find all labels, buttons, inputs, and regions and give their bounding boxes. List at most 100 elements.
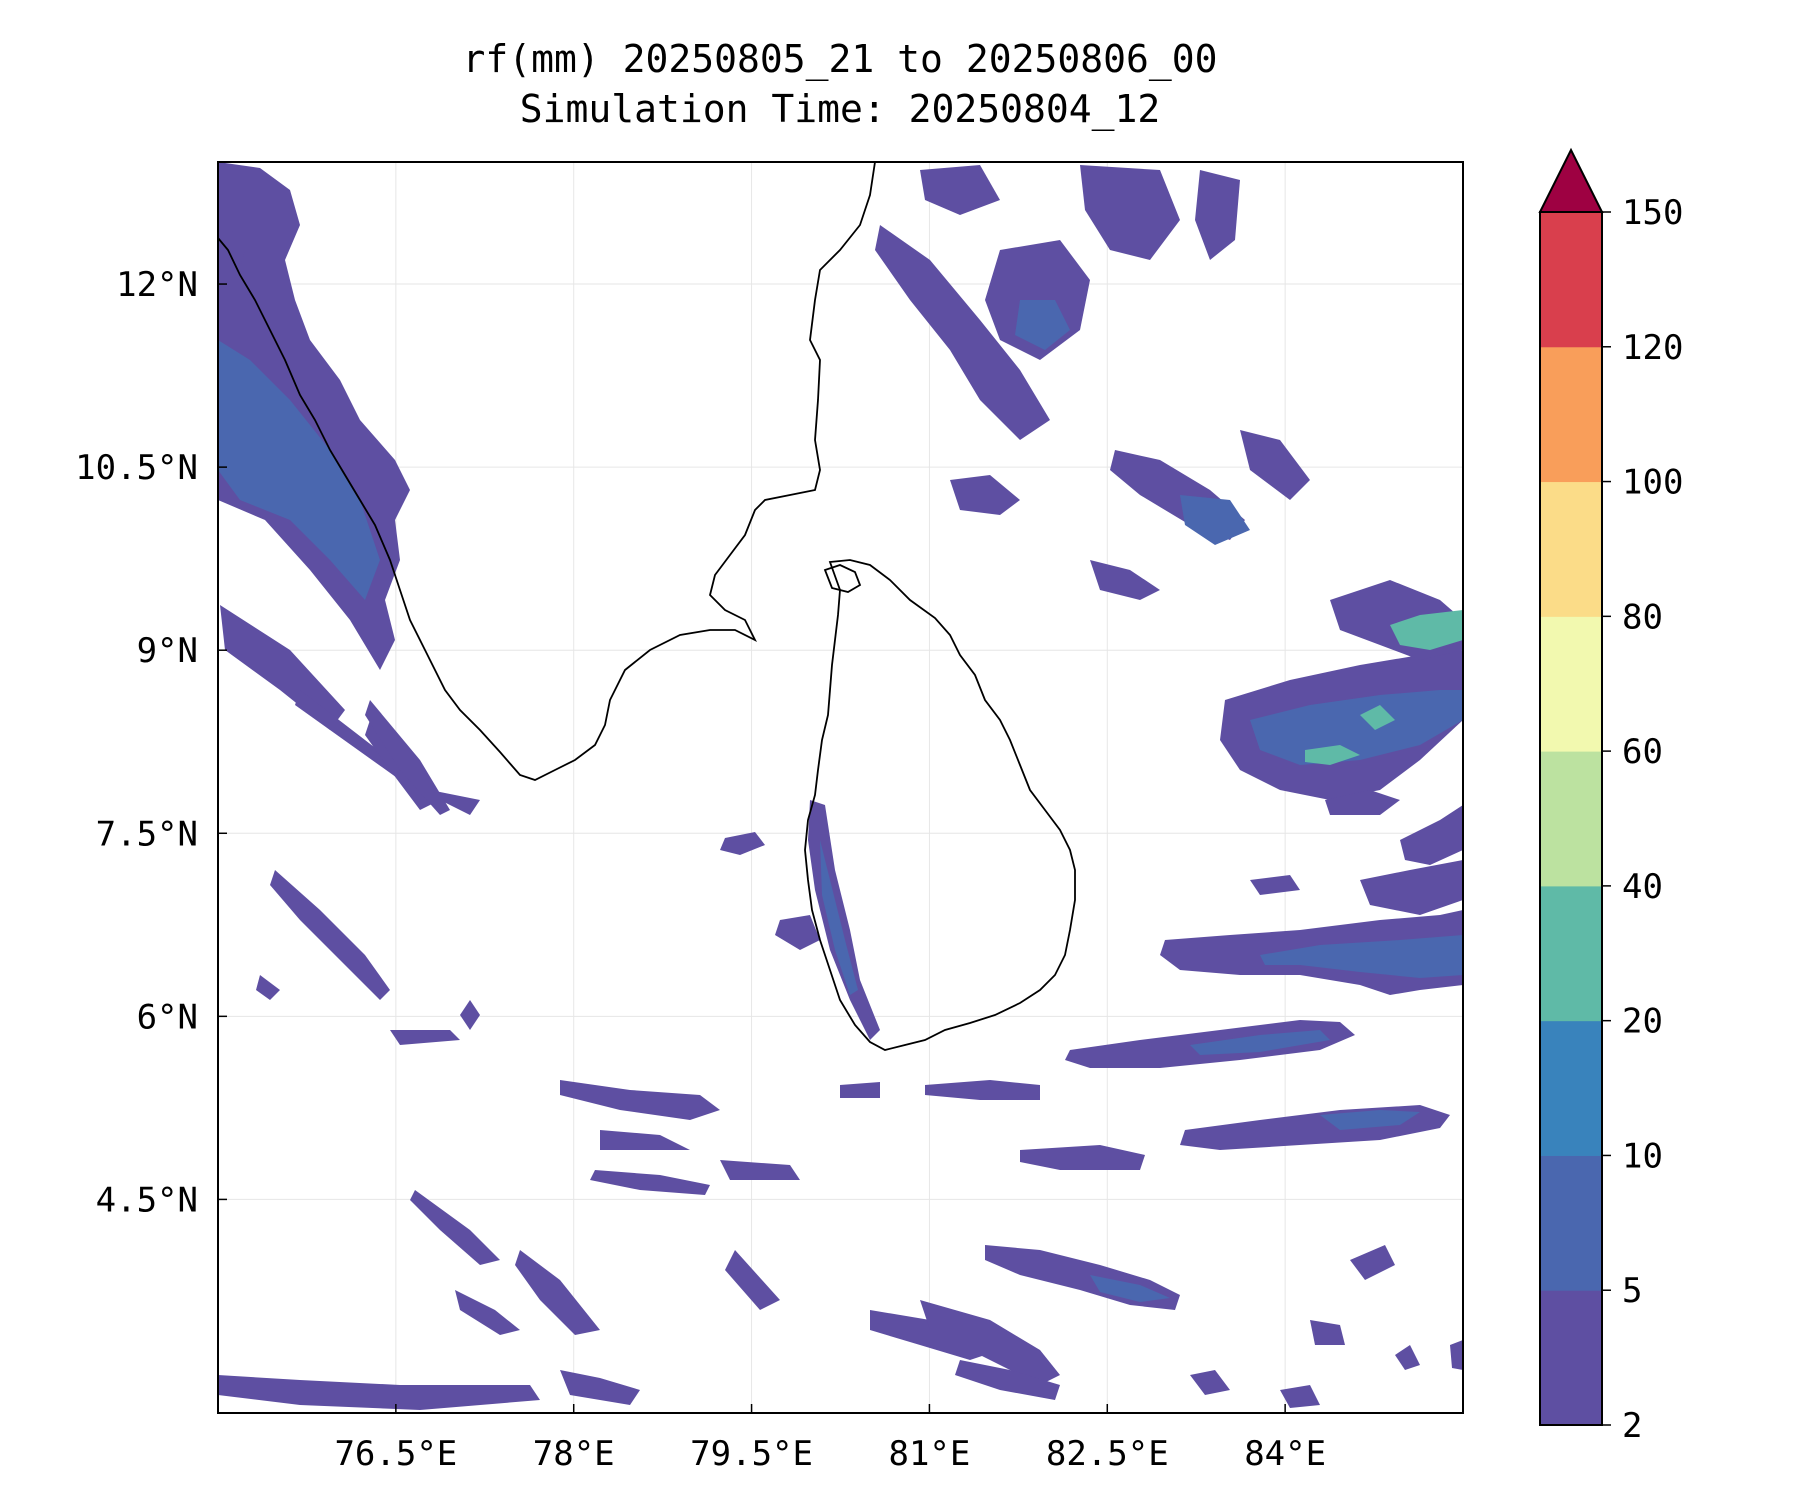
lon-tick-label: 82.5°E xyxy=(1046,1434,1169,1474)
rain-patch xyxy=(1190,1370,1230,1395)
rain-patch xyxy=(775,915,820,950)
colorbar-extend-arrow xyxy=(1538,147,1604,213)
lon-tick-label: 81°E xyxy=(888,1434,970,1474)
rain-patch xyxy=(1350,1245,1395,1280)
rain-patch xyxy=(515,1250,600,1335)
lat-tick-label: 9°N xyxy=(137,631,198,671)
lat-tick-label: 4.5°N xyxy=(96,1180,198,1220)
rain-patch xyxy=(560,1370,640,1405)
coastline xyxy=(217,161,1076,1051)
rain-patch xyxy=(1325,790,1400,815)
colorbar-segment xyxy=(1540,1290,1602,1426)
rain-patch xyxy=(720,1160,800,1180)
rain-patch xyxy=(1015,300,1070,350)
lon-tick-label: 79.5°E xyxy=(690,1434,813,1474)
rain-patch xyxy=(725,1250,780,1310)
lat-tick-label: 10.5°N xyxy=(75,448,198,488)
india-coastline xyxy=(217,161,876,781)
lat-tick-label: 12°N xyxy=(116,265,198,305)
map-frame xyxy=(217,161,1464,1414)
rain-patch xyxy=(270,870,390,1000)
rain-patch xyxy=(1450,1340,1463,1370)
rain-patch xyxy=(1305,745,1360,765)
rain-patch xyxy=(455,1290,520,1335)
lon-tick-label: 76.5°E xyxy=(334,1434,457,1474)
rain-patch xyxy=(1190,1030,1330,1055)
colorbar-tick-label: 120 xyxy=(1622,328,1683,368)
rain-patch xyxy=(1360,860,1463,915)
rain-patch xyxy=(590,1170,710,1195)
rain-patch xyxy=(1395,1345,1420,1370)
rain-patch xyxy=(1280,1385,1320,1408)
rain-patch xyxy=(1195,170,1240,260)
rain-patch xyxy=(1080,165,1180,260)
rain-patch xyxy=(218,1375,540,1410)
rain-patch xyxy=(460,1000,480,1030)
colorbar-segment xyxy=(1540,346,1602,483)
rain-patch xyxy=(218,210,245,275)
rain-patch xyxy=(920,1300,1060,1385)
rain-patch xyxy=(1310,1320,1345,1345)
colorbar: 2 5 10 20 40 60 80 100 120 150 xyxy=(1538,147,1683,1446)
colorbar-tick-label: 40 xyxy=(1622,867,1663,907)
rain-patch xyxy=(808,800,880,1040)
jaffna-peninsula xyxy=(823,564,862,593)
colorbar-segment xyxy=(1540,751,1602,887)
rain-patch xyxy=(950,475,1020,515)
rain-patch xyxy=(390,1030,460,1045)
rain-patch xyxy=(1090,560,1160,600)
colorbar-tick-label: 20 xyxy=(1622,1002,1663,1042)
rain-patch xyxy=(955,1360,1060,1400)
rain-patch xyxy=(720,832,765,855)
rain-patch xyxy=(220,605,345,730)
colorbar-segment xyxy=(1540,481,1602,617)
rain-patch xyxy=(920,165,1000,215)
sri-lanka-coastline xyxy=(804,559,1076,1051)
map-title: rf(mm) 20250805_21 to 20250806_00 xyxy=(463,37,1218,82)
colorbar-tick-label: 80 xyxy=(1622,597,1663,637)
colorbar-tick-label: 10 xyxy=(1622,1136,1663,1176)
rain-patch xyxy=(1020,1145,1145,1170)
colorbar-tick-label: 60 xyxy=(1622,732,1663,772)
colorbar-segment xyxy=(1540,212,1602,348)
map-subtitle: Simulation Time: 20250804_12 xyxy=(520,87,1161,132)
colorbar-segment xyxy=(1540,1155,1602,1291)
map-panel: 76.5°E 78°E 79.5°E 81°E 82.5°E 84°E 12°N 10.5°… xyxy=(75,161,1464,1474)
rain-patch xyxy=(295,690,480,815)
rain-patch xyxy=(1240,430,1310,500)
colorbar-segment xyxy=(1540,885,1602,1022)
rain-patch xyxy=(218,340,380,600)
colorbar-tick-label: 2 xyxy=(1622,1406,1642,1446)
rain-patch xyxy=(1390,610,1463,650)
rain-patch xyxy=(1250,690,1463,765)
rain-patch xyxy=(600,1130,690,1150)
rain-patch xyxy=(1320,1110,1420,1130)
rain-patch xyxy=(410,1190,500,1265)
colorbar-tick-label: 5 xyxy=(1622,1271,1642,1311)
lat-tick-label: 7.5°N xyxy=(96,814,198,854)
rain-patch xyxy=(1260,935,1463,978)
lat-axis: 12°N 10.5°N 9°N 7.5°N 6°N 4.5°N xyxy=(75,265,227,1220)
rain-patch xyxy=(875,225,1050,440)
rain-patch xyxy=(1360,705,1395,730)
rain-patch xyxy=(820,840,858,995)
colorbar-frame xyxy=(1539,211,1603,1426)
rain-patch xyxy=(560,1080,720,1120)
rain-patch xyxy=(1180,495,1250,545)
rain-patch xyxy=(1250,875,1300,895)
rain-patch xyxy=(1090,1275,1170,1302)
colorbar-tick-label: 150 xyxy=(1622,193,1683,233)
rain-patch xyxy=(1400,805,1463,865)
colorbar-tick-label: 100 xyxy=(1622,463,1683,503)
rain-patch xyxy=(256,975,280,1000)
colorbar-segment xyxy=(1540,1020,1602,1156)
rain-patch xyxy=(365,700,450,815)
rain-patch xyxy=(925,1080,1040,1100)
lon-tick-label: 78°E xyxy=(533,1434,615,1474)
lon-tick-label: 84°E xyxy=(1244,1434,1326,1474)
colorbar-segment xyxy=(1540,616,1602,752)
rain-patch xyxy=(840,1082,880,1098)
lat-tick-label: 6°N xyxy=(137,997,198,1037)
rainfall-field xyxy=(218,162,1463,1410)
lon-axis: 76.5°E 78°E 79.5°E 81°E 82.5°E 84°E xyxy=(334,1404,1326,1474)
